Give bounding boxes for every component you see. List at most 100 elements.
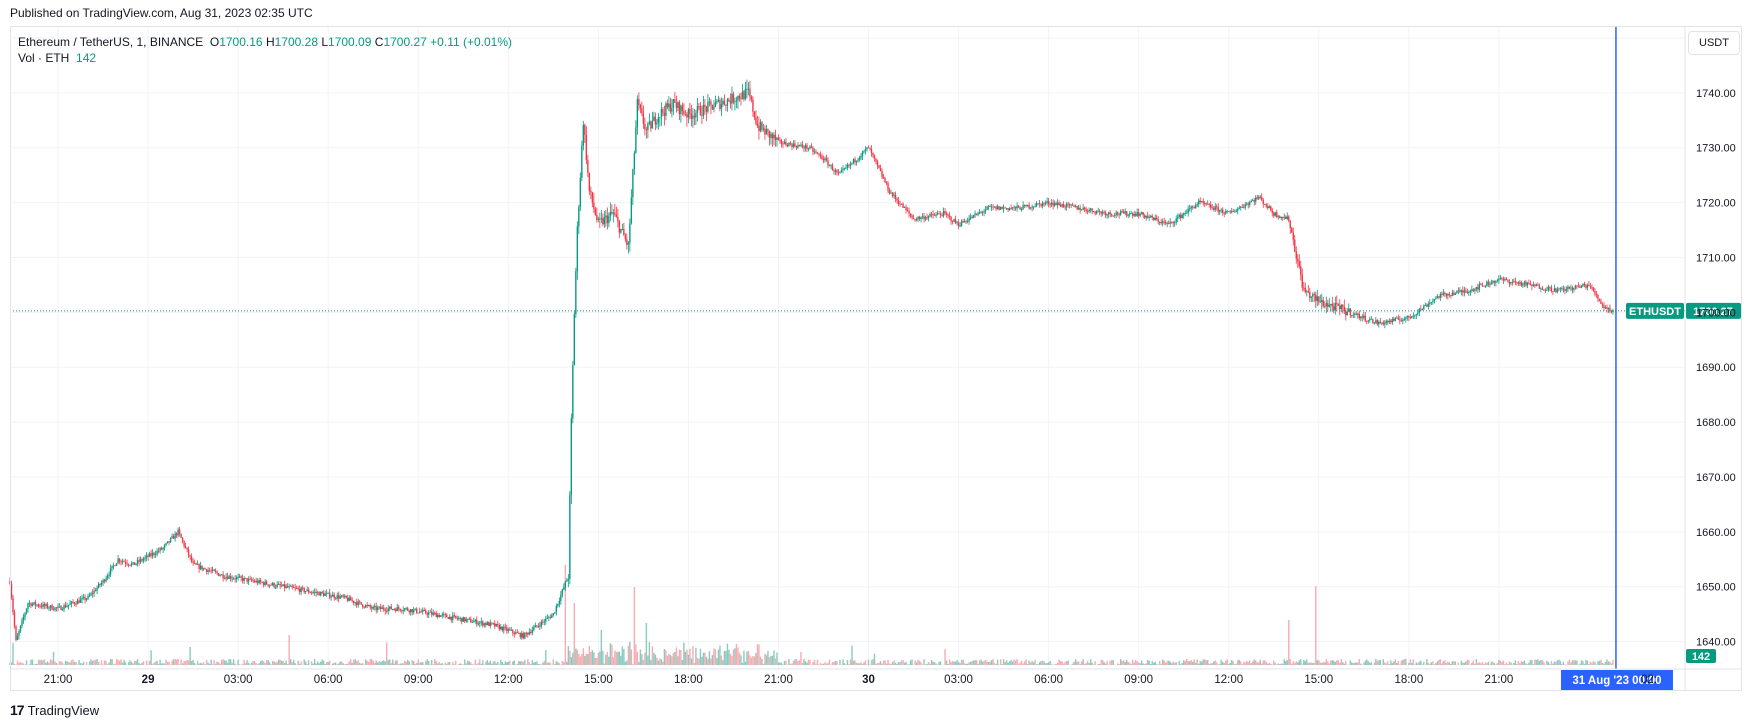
volume-bar: [618, 651, 621, 665]
volume-bar: [327, 662, 329, 665]
candle-body: [701, 115, 703, 116]
volume-bar: [488, 662, 490, 665]
volume-bar: [554, 664, 556, 665]
volume-bar: [60, 661, 62, 665]
volume-bar: [1490, 661, 1493, 665]
volume-bar: [1077, 661, 1080, 665]
candle-body: [1426, 305, 1428, 307]
volume-bar: [615, 652, 618, 665]
candle-body: [178, 529, 181, 534]
volume-bar: [1202, 659, 1204, 665]
candle-body: [1032, 206, 1035, 208]
candle-body: [1523, 281, 1526, 284]
volume-bar: [506, 662, 508, 665]
candle-body: [1195, 205, 1197, 208]
candle-body: [1430, 302, 1433, 303]
candle-body: [1011, 207, 1014, 209]
candle-body: [968, 218, 970, 222]
candle-body: [1438, 296, 1440, 298]
volume-bar: [516, 663, 519, 665]
footer-brand[interactable]: 17 TradingView: [10, 702, 99, 718]
volume-bar: [657, 660, 660, 665]
candle-body: [324, 593, 326, 596]
volume-bar: [383, 660, 385, 665]
volume-bar: [1384, 662, 1386, 665]
volume-bar: [93, 659, 95, 665]
candle-body: [333, 594, 335, 598]
candle-body: [87, 595, 89, 599]
volume-bar: [192, 660, 194, 665]
currency-button[interactable]: USDT: [1688, 31, 1740, 55]
volume-bar: [699, 648, 702, 665]
candle-body: [1001, 206, 1003, 209]
candle-body: [84, 597, 86, 601]
candle-body: [1448, 293, 1451, 296]
candle-body: [318, 592, 320, 596]
candle-body: [1526, 282, 1529, 286]
candle-body: [1415, 314, 1418, 316]
candle-body: [193, 562, 196, 564]
candle-body: [1187, 208, 1189, 213]
candle-body: [866, 147, 868, 150]
volume-bar: [1247, 661, 1249, 665]
candle-body: [168, 541, 170, 543]
candle-body: [138, 560, 140, 562]
candle-body: [375, 606, 377, 610]
x-tick-label: 12:00: [494, 674, 523, 686]
volume-bar: [650, 659, 652, 665]
volume-bar: [669, 654, 672, 665]
volume-bar: [960, 659, 963, 665]
volume-bar: [848, 664, 850, 665]
volume-bar: [94, 659, 97, 665]
candle-body: [1357, 313, 1359, 315]
candle-body: [1047, 201, 1050, 205]
volume-bar: [681, 660, 684, 665]
candle-body: [875, 158, 877, 162]
volume-bar: [1411, 662, 1413, 665]
volume-bar: [435, 661, 437, 665]
candle-body: [785, 141, 787, 145]
candle-body: [1501, 277, 1503, 280]
candle-body: [1507, 279, 1509, 282]
volume-bar: [767, 650, 769, 665]
volume-bar: [1160, 663, 1162, 665]
candle-body: [334, 597, 337, 599]
volume-bar: [909, 660, 912, 665]
candle-body: [1109, 212, 1111, 215]
volume-bar: [482, 660, 484, 665]
candle-body: [627, 242, 630, 245]
volume-bar: [944, 649, 946, 665]
candle-body: [746, 88, 748, 90]
candle-body: [942, 211, 945, 216]
volume-bar: [1136, 661, 1138, 665]
candle-body: [1026, 204, 1029, 207]
volume-bar: [461, 664, 463, 665]
open-value: 1700.16: [219, 35, 263, 49]
candle-body: [969, 216, 972, 219]
volume-bar: [774, 658, 777, 665]
volume-bar: [1193, 659, 1195, 665]
candle-body: [1607, 307, 1610, 310]
candle-body: [690, 113, 693, 119]
candle-body: [1388, 320, 1391, 323]
volume-bar: [446, 663, 448, 665]
candle-body: [1183, 213, 1185, 215]
volume-bar: [190, 661, 193, 665]
candle-body: [1083, 207, 1086, 210]
candle-body: [636, 99, 639, 128]
candle-body: [1059, 204, 1062, 207]
candle-body: [49, 605, 52, 608]
candle-body: [618, 221, 621, 233]
volume-bar: [545, 650, 547, 665]
volume-bar: [127, 662, 130, 665]
volume-bar: [1031, 661, 1033, 665]
candle-body: [1097, 210, 1099, 212]
volume-bar: [229, 659, 232, 665]
candle-body: [476, 619, 478, 625]
volume-bar: [1256, 662, 1258, 665]
volume-bar: [1164, 662, 1167, 665]
candle-body: [1514, 281, 1517, 283]
candle-body: [1573, 287, 1575, 290]
symbol-title[interactable]: Ethereum / TetherUS, 1, BINANCE: [18, 35, 204, 49]
